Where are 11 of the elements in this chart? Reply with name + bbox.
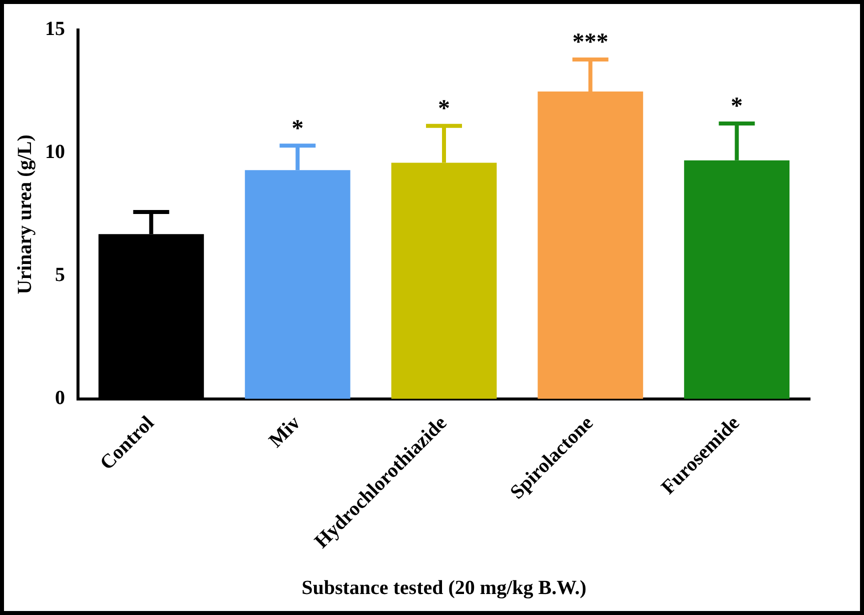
y-tick-label: 5 [55, 264, 65, 286]
annotation: * [438, 96, 450, 122]
annotation: * [730, 94, 743, 120]
annotation: * [292, 116, 304, 142]
annotation: *** [572, 30, 608, 56]
y-tick-label: 10 [45, 141, 65, 164]
x-axis-title: Substance tested (20 mg/kg B.W.) [302, 577, 586, 600]
y-axis-title: Urinary urea (g/L) [14, 134, 36, 294]
x-tick-label: Miv [264, 412, 305, 452]
y-tick-label: 0 [55, 387, 65, 410]
y-tick-label: 15 [45, 18, 65, 40]
